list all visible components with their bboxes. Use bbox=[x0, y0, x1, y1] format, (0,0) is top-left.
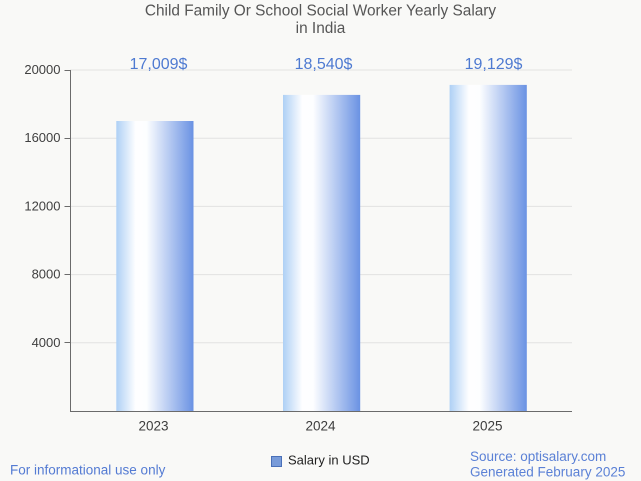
svg-text:19,129$: 19,129$ bbox=[465, 56, 523, 73]
svg-text:2023: 2023 bbox=[138, 419, 168, 434]
svg-text:4000: 4000 bbox=[32, 335, 61, 350]
svg-text:Generated February 2025: Generated February 2025 bbox=[470, 465, 625, 480]
svg-text:8000: 8000 bbox=[32, 267, 61, 282]
svg-text:18,540$: 18,540$ bbox=[295, 56, 353, 73]
svg-text:2025: 2025 bbox=[472, 419, 502, 434]
svg-text:For informational use only: For informational use only bbox=[10, 463, 166, 478]
svg-text:2024: 2024 bbox=[305, 419, 336, 434]
svg-text:12000: 12000 bbox=[24, 198, 60, 213]
svg-text:16000: 16000 bbox=[24, 130, 60, 145]
svg-text:20000: 20000 bbox=[24, 62, 60, 77]
svg-text:Source: optisalary.com: Source: optisalary.com bbox=[470, 449, 606, 464]
svg-text:17,009$: 17,009$ bbox=[130, 56, 188, 73]
svg-text:in India: in India bbox=[296, 20, 346, 37]
svg-text:Salary in USD: Salary in USD bbox=[288, 453, 370, 468]
svg-text:Child Family Or School Social: Child Family Or School Social Worker Yea… bbox=[145, 3, 497, 20]
